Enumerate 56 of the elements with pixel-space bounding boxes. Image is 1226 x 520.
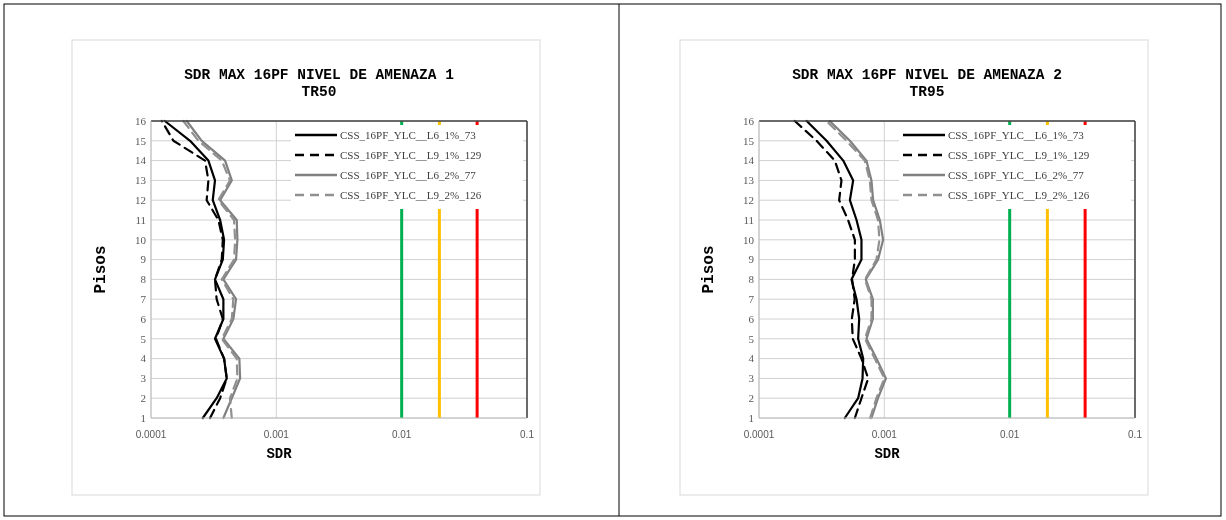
- y-tick-label: 1: [140, 411, 146, 424]
- legend-label: CSS_16PF_YLC__L9_2%_126: [340, 188, 482, 201]
- chart-subtitle: TR95: [909, 84, 945, 100]
- legend-label: CSS_16PF_YLC__L6_2%_77: [340, 168, 477, 181]
- y-tick-label: 10: [135, 233, 147, 246]
- legend-label: CSS_16PF_YLC__L6_1%_73: [340, 128, 477, 141]
- y-tick-label: 6: [748, 312, 755, 325]
- y-tick-label: 3: [140, 372, 147, 385]
- y-tick-label: 8: [748, 273, 755, 286]
- y-tick-label: 11: [743, 213, 754, 226]
- y-tick-label: 8: [140, 273, 147, 286]
- x-axis-title: SDR: [266, 446, 293, 462]
- y-tick-label: 12: [135, 194, 146, 207]
- legend-label: CSS_16PF_YLC__L6_1%_73: [948, 128, 1085, 141]
- x-tick-label: 0.0001: [743, 429, 775, 440]
- y-tick-label: 9: [140, 253, 147, 266]
- chart-subtitle: TR50: [301, 84, 337, 100]
- y-tick-label: 4: [748, 352, 755, 365]
- legend-label: CSS_16PF_YLC__L9_2%_126: [948, 188, 1090, 201]
- chart-title: SDR MAX 16PF NIVEL DE AMENAZA 1: [184, 67, 455, 83]
- legend-label: CSS_16PF_YLC__L9_1%_129: [948, 148, 1090, 161]
- y-tick-label: 15: [743, 134, 755, 147]
- legend-label: CSS_16PF_YLC__L6_2%_77: [948, 168, 1085, 181]
- chart-title: SDR MAX 16PF NIVEL DE AMENAZA 2: [792, 67, 1062, 83]
- y-tick-label: 9: [748, 253, 755, 266]
- x-tick-label: 0.1: [1128, 429, 1143, 440]
- x-tick-label: 0.1: [520, 429, 535, 440]
- y-tick-label: 4: [140, 352, 147, 365]
- x-tick-label: 0.001: [871, 429, 898, 440]
- y-tick-label: 16: [135, 114, 147, 127]
- y-tick-label: 11: [135, 213, 146, 226]
- y-tick-label: 14: [743, 154, 755, 167]
- x-tick-label: 0.01: [999, 429, 1020, 440]
- y-axis-title: Pisos: [700, 245, 718, 294]
- y-tick-label: 2: [748, 392, 754, 405]
- y-tick-label: 1: [748, 411, 754, 424]
- x-tick-label: 0.01: [391, 429, 412, 440]
- legend-label: CSS_16PF_YLC__L9_1%_129: [340, 148, 482, 161]
- y-axis-title: Pisos: [92, 245, 110, 294]
- y-tick-label: 6: [140, 312, 147, 325]
- y-tick-label: 3: [748, 372, 755, 385]
- y-tick-label: 7: [748, 293, 755, 306]
- y-tick-label: 12: [743, 194, 754, 207]
- y-tick-label: 5: [748, 332, 755, 345]
- y-tick-label: 5: [140, 332, 147, 345]
- y-tick-label: 2: [140, 392, 146, 405]
- y-tick-label: 13: [743, 174, 755, 187]
- y-tick-label: 15: [135, 134, 147, 147]
- x-tick-label: 0.001: [263, 429, 290, 440]
- y-tick-label: 16: [743, 114, 755, 127]
- y-tick-label: 10: [743, 233, 755, 246]
- x-axis-title: SDR: [874, 446, 901, 462]
- y-tick-label: 14: [135, 154, 147, 167]
- x-tick-label: 0.0001: [135, 429, 167, 440]
- y-tick-label: 7: [140, 293, 147, 306]
- y-tick-label: 13: [135, 174, 147, 187]
